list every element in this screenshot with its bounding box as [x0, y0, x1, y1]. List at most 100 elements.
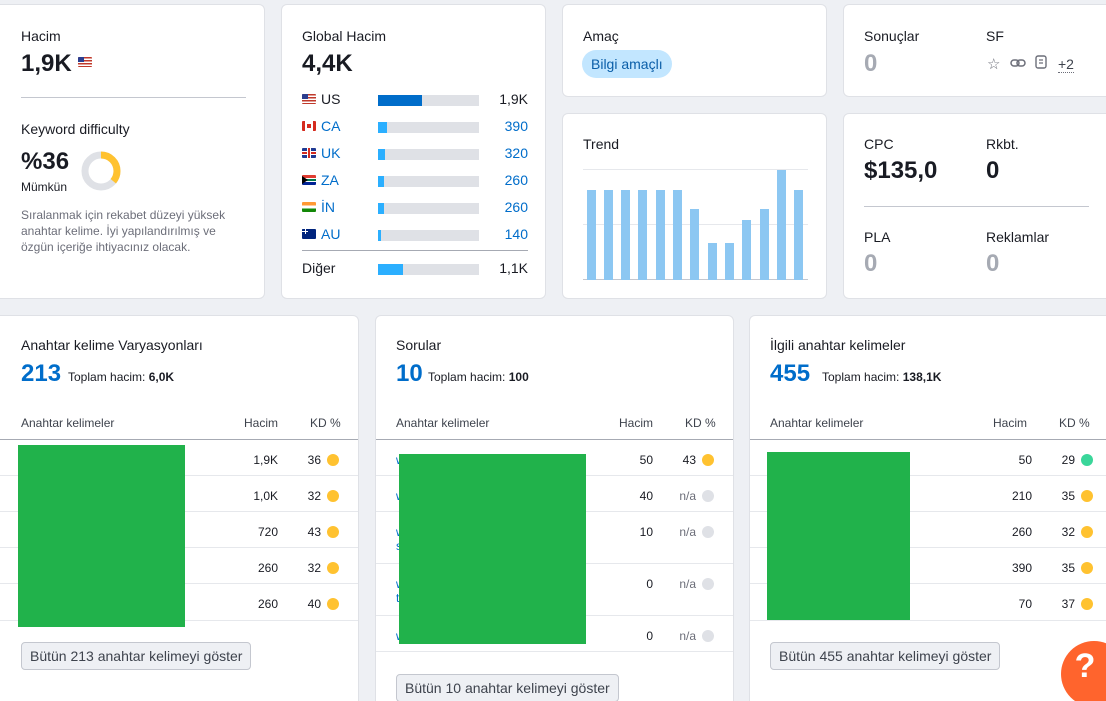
col-volume[interactable]: Hacim — [993, 416, 1028, 430]
divider — [21, 97, 246, 98]
section-title: Sorular — [396, 337, 442, 353]
kd-dot-icon — [1081, 562, 1093, 574]
country-code: AU — [321, 226, 341, 242]
us-flag-icon — [78, 56, 93, 67]
trend-bar[interactable] — [621, 189, 631, 280]
trend-bar[interactable] — [776, 170, 786, 280]
star-icon[interactable]: ☆ — [987, 56, 1001, 73]
bar-fill — [378, 264, 404, 275]
total-value: 138,1K — [902, 370, 942, 384]
trend-bar[interactable] — [690, 208, 700, 280]
kd-donut-icon — [81, 151, 121, 191]
keyword-volume: 390 — [1011, 561, 1032, 575]
divider — [864, 206, 1089, 207]
trend-card: Trend — [562, 113, 827, 299]
bar-track — [378, 264, 479, 275]
table-row[interactable]: 70 37 — [750, 584, 1106, 621]
table-row[interactable]: 260 32 — [750, 512, 1106, 548]
kd-dot-icon — [702, 578, 714, 590]
country-row[interactable]: UK 320 — [302, 144, 528, 164]
link-icon[interactable] — [1010, 57, 1026, 69]
kd-dot-icon — [327, 526, 339, 538]
trend-bar[interactable] — [794, 189, 804, 280]
country-code: İN — [321, 199, 335, 215]
kd-dot-icon — [1081, 526, 1093, 538]
country-row[interactable]: CA 390 — [302, 117, 528, 137]
keyword-volume: 260 — [1011, 525, 1032, 539]
country-row[interactable]: ZA 260 — [302, 171, 528, 191]
trend-bar[interactable] — [673, 189, 683, 280]
keyword-kd: n/a — [679, 577, 696, 591]
table-row[interactable]: 50 29 — [750, 440, 1106, 476]
section-count[interactable]: 10 — [396, 360, 423, 387]
help-button[interactable]: ? — [1061, 641, 1106, 701]
global-volume-label: Global Hacim — [302, 28, 387, 44]
show-all-questions-button[interactable]: Bütün 10 anahtar kelimeyi göster — [396, 674, 619, 701]
sf-label: SF — [986, 28, 1004, 44]
section-count[interactable]: 213 — [21, 360, 62, 387]
bar-track — [378, 203, 479, 214]
pla-label: PLA — [864, 229, 891, 245]
trend-bar[interactable] — [724, 242, 734, 280]
section-count[interactable]: 455 — [770, 360, 811, 387]
intent-label: Amaç — [583, 28, 619, 44]
trend-bar[interactable] — [742, 219, 752, 280]
keyword-volume: 0 — [646, 577, 653, 591]
country-row[interactable]: US 1,9K — [302, 90, 528, 110]
col-volume[interactable]: Hacim — [619, 416, 654, 430]
in-flag-icon — [302, 202, 316, 212]
kd-dot-icon — [702, 454, 714, 466]
total-label: Toplam hacim: — [68, 370, 146, 384]
country-volume: 1,9K — [499, 91, 528, 107]
keyword-kd: 37 — [1061, 597, 1075, 611]
keyword-volume: 720 — [257, 525, 278, 539]
col-kd[interactable]: KD % — [685, 416, 716, 430]
total-value: 6,0K — [148, 370, 175, 384]
volume-value: 1,9K — [21, 50, 93, 78]
col-kd[interactable]: KD % — [310, 416, 341, 430]
table-row[interactable]: 210 35 — [750, 476, 1106, 512]
header-line — [750, 439, 1106, 440]
bar-fill — [378, 203, 385, 214]
cpc-value: $135,0 — [864, 157, 938, 184]
sf-more-link[interactable]: +2 — [1058, 56, 1074, 73]
kd-dot-icon — [702, 490, 714, 502]
country-row[interactable]: İN 260 — [302, 198, 528, 218]
keyword-link-line2[interactable]: t — [396, 591, 400, 605]
keyword-volume: 0 — [646, 629, 653, 643]
col-kd[interactable]: KD % — [1059, 416, 1090, 430]
show-all-related-button[interactable]: Bütün 455 anahtar kelimeyi göster — [770, 642, 1001, 670]
table-row[interactable]: 390 35 — [750, 548, 1106, 584]
article-icon[interactable] — [1034, 55, 1048, 69]
trend-bar[interactable] — [603, 189, 613, 280]
section-title: Anahtar kelime Varyasyonları — [21, 337, 203, 353]
keyword-kd: n/a — [679, 489, 696, 503]
ads-label: Reklamlar — [986, 229, 1050, 245]
intent-card: Amaç Bilgi amaçlı — [562, 4, 827, 97]
bar-track — [378, 176, 479, 187]
trend-label: Trend — [583, 136, 620, 152]
trend-bar[interactable] — [638, 189, 648, 280]
divider — [302, 250, 528, 251]
za-flag-icon — [302, 175, 316, 185]
bar-track — [378, 149, 479, 160]
redacted-block — [399, 454, 586, 644]
keyword-volume: 40 — [639, 489, 653, 503]
country-row[interactable]: AU 140 — [302, 225, 528, 245]
kd-dot-icon — [327, 598, 339, 610]
redacted-block — [18, 445, 185, 627]
country-volume: 390 — [504, 118, 528, 134]
col-volume[interactable]: Hacim — [244, 416, 279, 430]
total-value: 100 — [508, 370, 529, 384]
keyword-volume: 70 — [1018, 597, 1032, 611]
intent-badge[interactable]: Bilgi amaçlı — [582, 50, 672, 78]
trend-bar[interactable] — [707, 242, 717, 280]
header-line — [376, 439, 733, 440]
keyword-volume: 10 — [639, 525, 653, 539]
trend-bar[interactable] — [655, 189, 665, 280]
trend-bar[interactable] — [586, 189, 596, 280]
show-all-variations-button[interactable]: Bütün 213 anahtar kelimeyi göster — [21, 642, 252, 670]
kd-dot-icon — [327, 454, 339, 466]
trend-bar[interactable] — [759, 208, 769, 280]
uk-flag-icon — [302, 148, 316, 158]
